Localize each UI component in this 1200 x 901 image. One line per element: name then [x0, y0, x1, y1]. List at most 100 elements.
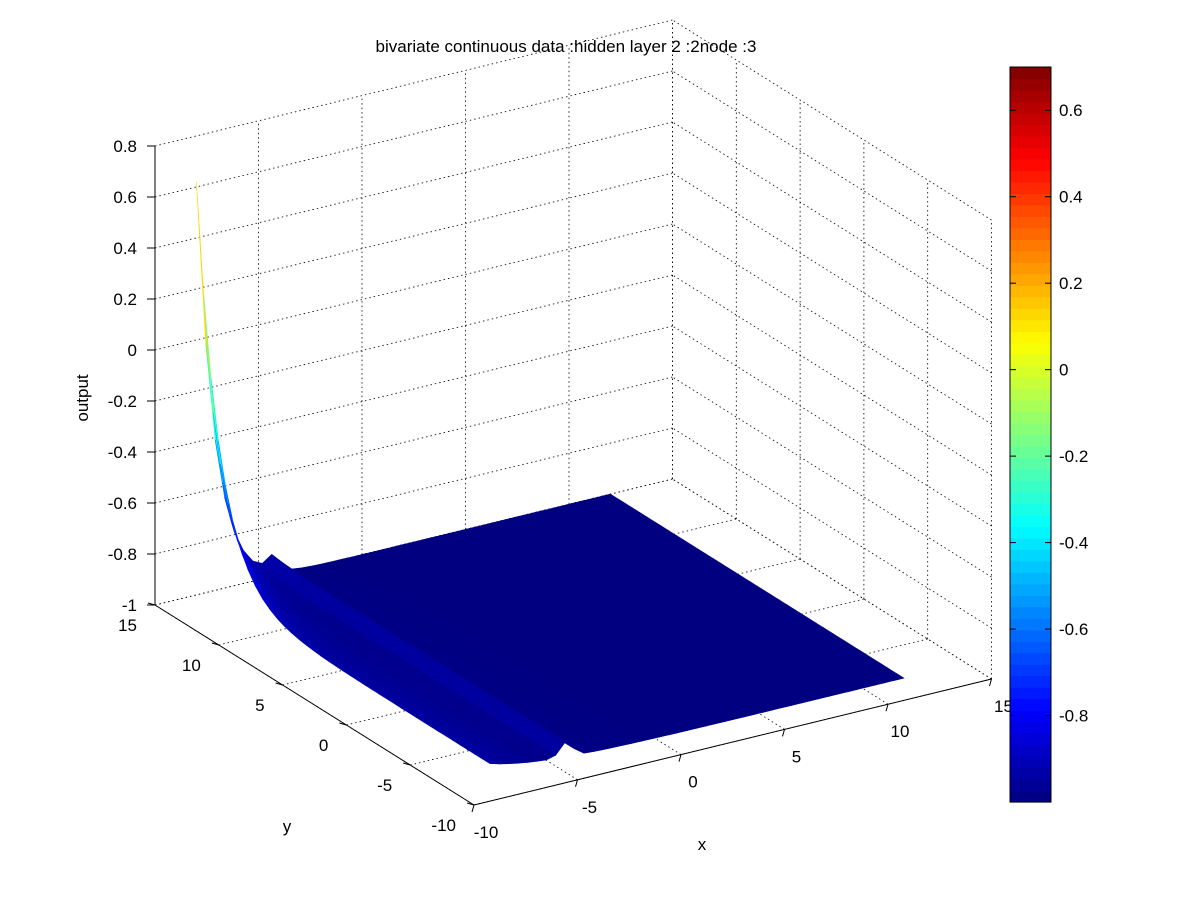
surface-plot: [196, 181, 905, 765]
colorbar-band: [1010, 250, 1051, 263]
y-tick-label: 10: [182, 656, 201, 675]
grid-line: [672, 223, 992, 425]
z-tick-label: -0.4: [108, 443, 137, 462]
colorbar-band: [1010, 124, 1051, 137]
colorbar-band: [1010, 411, 1051, 424]
colorbar-band: [1010, 698, 1051, 711]
colorbar-band: [1010, 135, 1051, 148]
y-tick-label: 5: [255, 696, 264, 715]
colorbar-band: [1010, 595, 1051, 608]
y-tick-mark: [275, 682, 283, 686]
colorbar-band: [1010, 652, 1051, 665]
colorbar-band: [1010, 181, 1051, 194]
colorbar-band: [1010, 503, 1051, 516]
colorbar-band: [1010, 400, 1051, 413]
colorbar-band: [1010, 744, 1051, 757]
colorbar-band: [1010, 227, 1051, 240]
colorbar-band: [1010, 549, 1051, 562]
grid-line: [672, 121, 992, 323]
colorbar-band: [1010, 756, 1051, 769]
grid-line: [154, 376, 673, 504]
x-tick-label: 10: [891, 722, 910, 741]
colorbar-band: [1010, 89, 1051, 103]
colorbar-band: [1010, 354, 1051, 367]
colorbar-band: [1010, 560, 1051, 573]
grid-line: [154, 325, 673, 453]
x-axis-line: [473, 678, 992, 806]
colorbar-band: [1010, 721, 1051, 734]
y-tick-mark: [339, 722, 347, 726]
z-tick-label: -0.6: [108, 494, 137, 513]
colorbar-band: [1010, 572, 1051, 585]
y-tick-label: -10: [431, 816, 456, 835]
grid-line: [672, 70, 992, 272]
colorbar-band: [1010, 790, 1051, 803]
x-tick-mark: [989, 678, 992, 687]
y-tick-mark: [211, 642, 219, 646]
colorbar-band: [1010, 285, 1051, 298]
colorbar-frame: [1009, 66, 1052, 803]
axes: -10-5051015-10-5051015-1-0.8-0.6-0.4-0.2…: [108, 137, 1013, 842]
y-axis-label: y: [283, 817, 292, 836]
colorbar-band: [1010, 342, 1051, 355]
colorbar-band: [1010, 308, 1051, 321]
colorbar-band: [1010, 423, 1051, 436]
chart-title: bivariate continuous data :hidden layer …: [376, 37, 757, 56]
colorbar-band: [1010, 779, 1051, 792]
colorbar-band: [1010, 239, 1051, 252]
colorbar-band: [1010, 112, 1051, 126]
colorbar-tick-label: 0: [1059, 361, 1068, 380]
grid-line: [672, 376, 992, 578]
colorbar-band: [1010, 767, 1051, 780]
x-tick-label: -10: [474, 823, 499, 842]
colorbar-tick-label: 0.4: [1059, 188, 1083, 207]
colorbar-band: [1010, 216, 1051, 229]
x-tick-mark: [471, 804, 475, 813]
colorbar-band: [1010, 445, 1051, 459]
z-tick-label: -0.8: [108, 545, 137, 564]
x-tick-mark: [885, 704, 889, 712]
grid-line: [672, 172, 992, 374]
grid-line: [672, 325, 992, 527]
colorbar-band: [1010, 331, 1051, 344]
colorbar-band: [1010, 262, 1051, 275]
colorbar-band: [1010, 629, 1051, 642]
colorbar-tick-label: -0.6: [1059, 620, 1088, 639]
x-tick-mark: [782, 729, 785, 737]
colorbar-band: [1010, 733, 1051, 746]
colorbar: 0.6 0.4 0.2 0 -0.2 -0.4 -0.6 -0.8: [1009, 66, 1088, 803]
colorbar-band: [1010, 641, 1051, 654]
colorbar-band: [1010, 675, 1051, 688]
grid-line: [154, 121, 673, 249]
z-axis-label: output: [73, 374, 92, 422]
colorbar-band: [1010, 434, 1051, 447]
colorbar-band: [1010, 319, 1051, 332]
colorbar-band: [1010, 468, 1051, 482]
x-tick-mark: [575, 779, 578, 787]
grid-line: [154, 223, 673, 351]
y-tick-mark: [403, 762, 411, 766]
colorbar-band: [1010, 101, 1051, 114]
colorbar-band: [1010, 193, 1051, 206]
colorbar-tick-label: -0.2: [1059, 447, 1088, 466]
colorbar-band: [1010, 170, 1051, 183]
colorbar-band: [1010, 606, 1051, 619]
colorbar-band: [1010, 526, 1051, 539]
z-tick-label: -0.2: [108, 392, 137, 411]
z-tick-label: 0.8: [113, 137, 137, 156]
colorbar-tick-label: 0.6: [1059, 101, 1083, 120]
x-tick-mark: [678, 754, 682, 762]
grid-line: [672, 274, 992, 476]
z-tick-label: 0.2: [113, 290, 137, 309]
grid-line: [154, 172, 673, 300]
x-tick-label: 15: [994, 697, 1013, 716]
colorbar-band: [1010, 296, 1051, 309]
colorbar-tick-label: -0.4: [1059, 534, 1088, 553]
grid-line: [154, 274, 673, 402]
colorbar-band: [1010, 710, 1051, 723]
grid-line: [154, 70, 673, 198]
colorbar-band: [1010, 687, 1051, 700]
x-tick-label: 0: [688, 773, 697, 792]
colorbar-band: [1010, 67, 1051, 80]
